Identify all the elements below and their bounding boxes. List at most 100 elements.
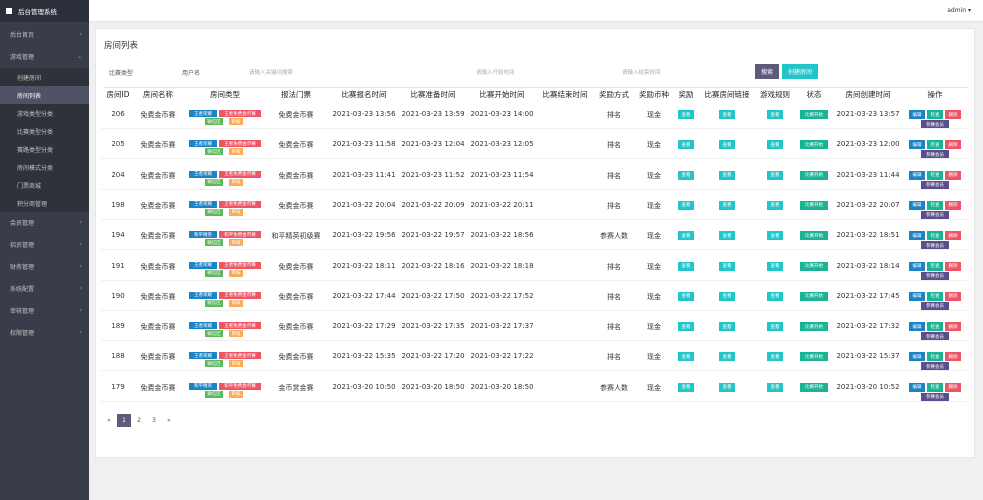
table-row[interactable] xyxy=(0,191,1,192)
pagination-page[interactable]: 2 xyxy=(137,417,141,424)
sidebar-item[interactable]: 财务管理 › xyxy=(0,256,89,276)
check-button[interactable]: 检查 xyxy=(927,170,943,180)
check-button[interactable]: 检查 xyxy=(927,261,943,271)
check-button[interactable]: 检查 xyxy=(927,382,943,392)
participants-button[interactable]: 参赛会员 xyxy=(921,271,949,281)
participants-button[interactable]: 参赛会员 xyxy=(921,301,949,311)
view-rule-button[interactable]: 查看 xyxy=(767,170,783,180)
view-rule-button[interactable]: 查看 xyxy=(767,352,783,362)
edit-button[interactable]: 编辑 xyxy=(909,291,925,301)
view-rule-button[interactable]: 查看 xyxy=(767,140,783,150)
view-reward-button[interactable]: 查看 xyxy=(678,322,694,332)
view-link-button[interactable]: 查看 xyxy=(719,291,735,301)
pagination-page[interactable]: 3 xyxy=(152,417,156,424)
edit-button[interactable]: 编辑 xyxy=(909,382,925,392)
participants-button[interactable]: 参赛会员 xyxy=(921,241,949,251)
delete-button[interactable]: 删除 xyxy=(945,382,961,392)
table-row[interactable] xyxy=(0,161,1,162)
participants-button[interactable]: 参赛会员 xyxy=(921,210,949,220)
sidebar-item[interactable]: 审核管理 › xyxy=(0,300,89,320)
view-link-button[interactable]: 查看 xyxy=(719,352,735,362)
view-rule-button[interactable]: 查看 xyxy=(767,382,783,392)
check-button[interactable]: 检查 xyxy=(927,352,943,362)
sidebar-item[interactable]: 游戏管理 ⌄ xyxy=(0,46,89,66)
participants-button[interactable]: 参赛会员 xyxy=(921,180,949,190)
table-row[interactable] xyxy=(0,342,1,343)
table-row[interactable] xyxy=(0,312,1,313)
keyword-input[interactable]: 请输入关键词搜索 xyxy=(249,70,294,76)
sidebar-subitem[interactable]: 积分商管理 xyxy=(0,194,89,212)
edit-button[interactable]: 编辑 xyxy=(909,352,925,362)
view-rule-button[interactable]: 查看 xyxy=(767,322,783,332)
view-link-button[interactable]: 查看 xyxy=(719,261,735,271)
sidebar-item[interactable]: 招员管理 › xyxy=(0,234,89,254)
start-time-input[interactable]: 请输入开始时间 xyxy=(476,70,515,76)
view-reward-button[interactable]: 查看 xyxy=(678,231,694,241)
check-button[interactable]: 检查 xyxy=(927,140,943,150)
pagination-page-current[interactable]: 1 xyxy=(117,414,131,427)
view-reward-button[interactable]: 查看 xyxy=(678,352,694,362)
view-reward-button[interactable]: 查看 xyxy=(678,110,694,119)
sidebar-subitem[interactable]: 比赛类型分类 xyxy=(0,122,89,140)
check-button[interactable]: 检查 xyxy=(927,231,943,241)
participants-button[interactable]: 参赛会员 xyxy=(921,392,949,402)
pagination-next[interactable]: » xyxy=(167,417,171,424)
view-link-button[interactable]: 查看 xyxy=(719,231,735,241)
view-rule-button[interactable]: 查看 xyxy=(767,261,783,271)
edit-button[interactable]: 编辑 xyxy=(909,261,925,271)
delete-button[interactable]: 删除 xyxy=(945,322,961,332)
table-row[interactable] xyxy=(0,252,1,253)
delete-button[interactable]: 删除 xyxy=(945,170,961,180)
view-rule-button[interactable]: 查看 xyxy=(767,110,783,119)
edit-button[interactable]: 编辑 xyxy=(909,322,925,332)
delete-button[interactable]: 删除 xyxy=(945,110,961,119)
table-row[interactable] xyxy=(0,100,1,101)
sidebar-subitem[interactable]: 赛路类型分类 xyxy=(0,140,89,158)
participants-button[interactable]: 参赛会员 xyxy=(921,150,949,160)
end-time-input[interactable]: 请输入结束时间 xyxy=(622,70,661,76)
edit-button[interactable]: 编辑 xyxy=(909,170,925,180)
view-link-button[interactable]: 查看 xyxy=(719,170,735,180)
view-rule-button[interactable]: 查看 xyxy=(767,231,783,241)
table-row[interactable] xyxy=(0,373,1,374)
view-rule-button[interactable]: 查看 xyxy=(767,291,783,301)
participants-button[interactable]: 参赛会员 xyxy=(921,120,949,129)
table-row[interactable] xyxy=(0,221,1,222)
view-reward-button[interactable]: 查看 xyxy=(678,200,694,210)
pagination-prev[interactable]: « xyxy=(107,417,111,424)
delete-button[interactable]: 删除 xyxy=(945,261,961,271)
delete-button[interactable]: 删除 xyxy=(945,200,961,210)
view-rule-button[interactable]: 查看 xyxy=(767,200,783,210)
delete-button[interactable]: 删除 xyxy=(945,231,961,241)
check-button[interactable]: 检查 xyxy=(927,291,943,301)
sidebar-subitem[interactable]: 创建房间 xyxy=(0,68,89,86)
edit-button[interactable]: 编辑 xyxy=(909,110,925,119)
participants-button[interactable]: 参赛会员 xyxy=(921,362,949,372)
create-room-button[interactable]: 创建房间 xyxy=(782,64,818,79)
sidebar-subitem[interactable]: 门票商城 xyxy=(0,176,89,194)
check-button[interactable]: 检查 xyxy=(927,110,943,119)
search-button[interactable]: 搜索 xyxy=(755,64,779,79)
check-button[interactable]: 检查 xyxy=(927,322,943,332)
check-button[interactable]: 检查 xyxy=(927,200,943,210)
delete-button[interactable]: 删除 xyxy=(945,140,961,150)
view-reward-button[interactable]: 查看 xyxy=(678,382,694,392)
sidebar-subitem[interactable]: 房间模式分类 xyxy=(0,158,89,176)
view-link-button[interactable]: 查看 xyxy=(719,200,735,210)
delete-button[interactable]: 删除 xyxy=(945,352,961,362)
delete-button[interactable]: 删除 xyxy=(945,291,961,301)
edit-button[interactable]: 编辑 xyxy=(909,140,925,150)
participants-button[interactable]: 参赛会员 xyxy=(921,332,949,342)
table-row[interactable] xyxy=(0,130,1,131)
edit-button[interactable]: 编辑 xyxy=(909,200,925,210)
sidebar-item[interactable]: 系统配置 › xyxy=(0,278,89,298)
table-row[interactable] xyxy=(0,282,1,283)
sidebar-item[interactable]: 后台首页 › xyxy=(0,24,89,44)
sidebar-subitem[interactable]: 房间列表 xyxy=(0,86,89,104)
view-link-button[interactable]: 查看 xyxy=(719,140,735,150)
user-label[interactable]: 用户名 xyxy=(182,70,201,77)
view-link-button[interactable]: 查看 xyxy=(719,110,735,119)
sidebar-subitem[interactable]: 游戏类型分类 xyxy=(0,104,89,122)
view-link-button[interactable]: 查看 xyxy=(719,382,735,392)
sidebar-item[interactable]: 会员管理 › xyxy=(0,212,89,232)
